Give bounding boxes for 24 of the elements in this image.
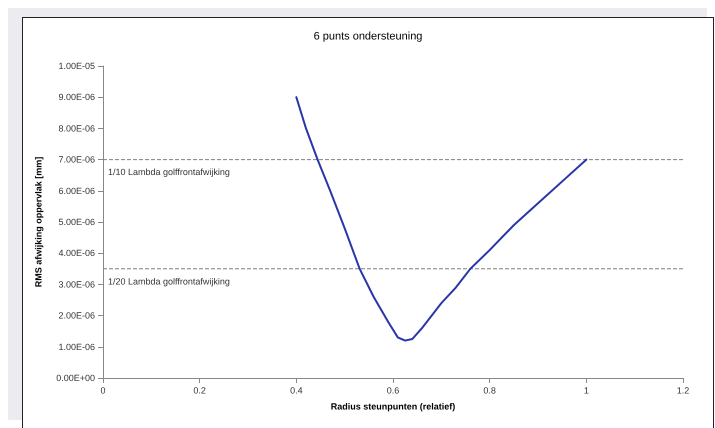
y-tick-label: 1.00E-05 <box>58 61 95 71</box>
x-tick-label: 0.4 <box>290 386 303 396</box>
x-axis-title: Radius steunpunten (relatief) <box>330 402 456 412</box>
x-tick-label: 0.2 <box>193 386 206 396</box>
y-tick-label: 2.00E-06 <box>58 310 95 321</box>
ref-line-label: 1/20 Lambda golffrontafwijking <box>108 276 230 286</box>
y-axis-title: RMS afwijking oppervlak [mm] <box>34 156 44 288</box>
y-tick-label: 5.00E-06 <box>58 217 95 227</box>
y-tick-label: 4.00E-06 <box>58 248 95 258</box>
x-tick-label: 0 <box>100 386 106 396</box>
y-tick-label: 1.00E-06 <box>58 342 95 352</box>
y-tick-label: 9.00E-06 <box>58 92 95 102</box>
ref-line-label: 1/10 Lambda golffrontafwijking <box>108 167 230 178</box>
y-tick-label: 8.00E-06 <box>58 123 95 134</box>
x-tick-label: 0.6 <box>386 386 400 396</box>
chart-title: 6 punts ondersteuning <box>314 30 422 42</box>
y-tick-label: 3.00E-06 <box>58 279 95 290</box>
x-tick-label: 1.2 <box>676 386 690 396</box>
y-tick-label: 7.00E-06 <box>58 154 95 165</box>
y-tick-label: 6.00E-06 <box>58 186 95 196</box>
line-series <box>295 96 588 342</box>
x-tick-label: 1 <box>584 386 589 396</box>
x-tick-label: 0.8 <box>483 386 496 396</box>
y-tick-label: 0.00E+00 <box>56 373 95 383</box>
